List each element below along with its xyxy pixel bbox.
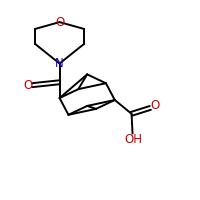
Text: N: N — [55, 57, 64, 70]
Text: O: O — [150, 99, 159, 112]
Text: O: O — [55, 16, 64, 29]
Text: O: O — [23, 79, 32, 92]
Text: OH: OH — [125, 133, 143, 146]
